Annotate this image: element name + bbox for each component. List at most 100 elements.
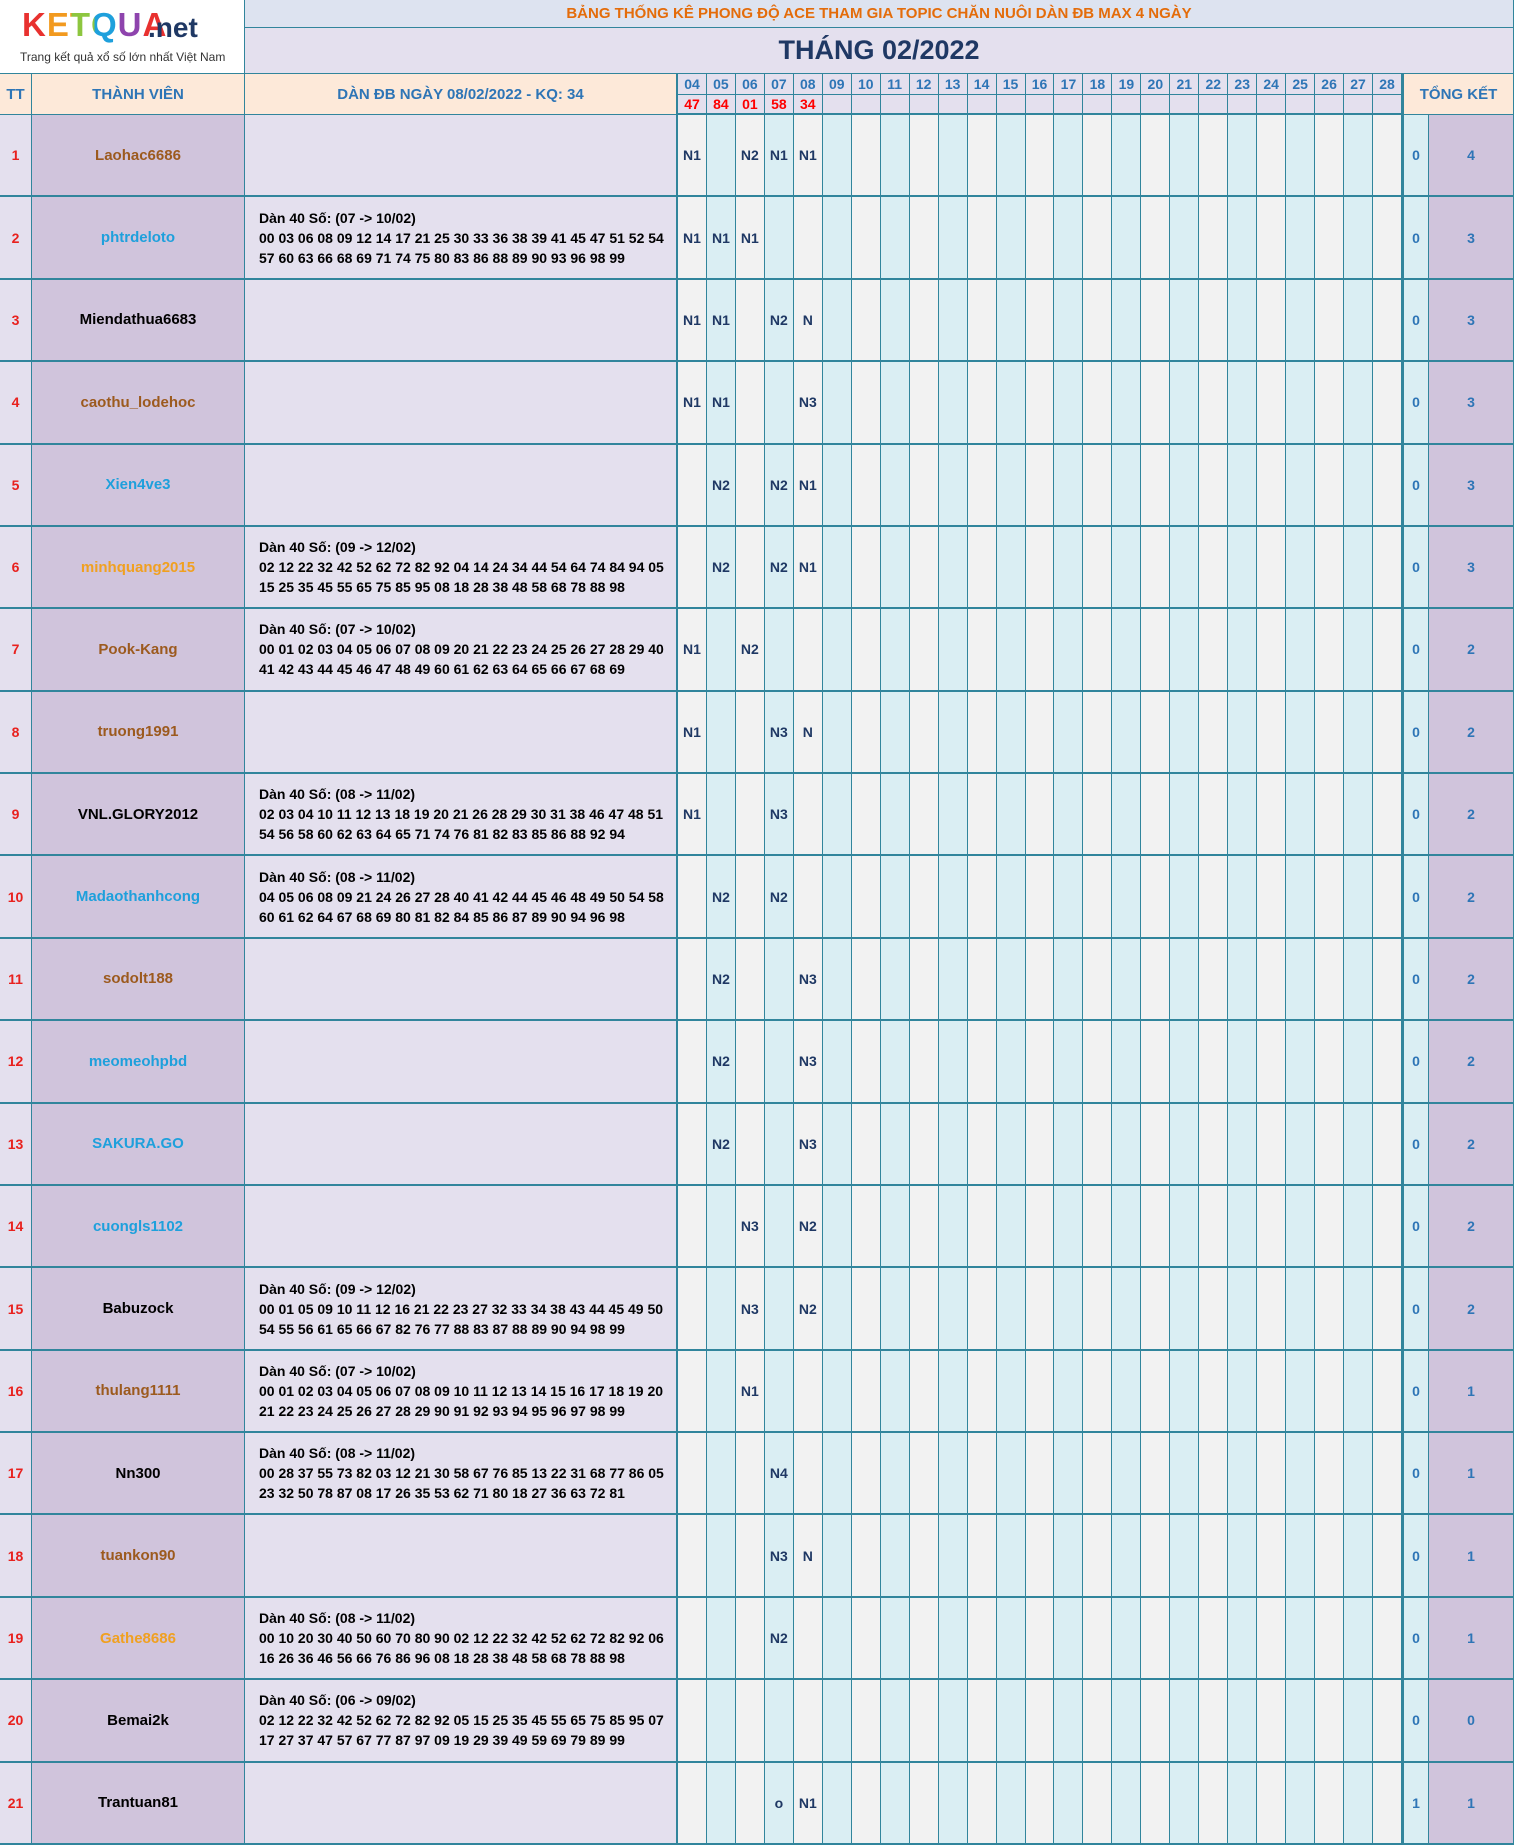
- day-cell: [1286, 197, 1316, 280]
- day-cell: [1286, 1268, 1316, 1351]
- day-cell: [851, 1350, 881, 1434]
- day-cell: [851, 691, 881, 775]
- dan-line: Dàn 40 Số: (08 -> 11/02): [259, 1610, 416, 1627]
- day-cell: [822, 1597, 852, 1681]
- day-cell: [1141, 115, 1171, 198]
- day-cell: [1315, 362, 1345, 445]
- day-result: 47: [678, 95, 707, 115]
- day-cell: [938, 774, 968, 857]
- total-count: 2: [1429, 938, 1514, 1022]
- day-cell: [764, 197, 794, 280]
- day-cell: [909, 1680, 939, 1763]
- day-cell: [909, 856, 939, 939]
- dan-cell: [245, 1103, 678, 1186]
- day-cell: [909, 1103, 939, 1186]
- dan-cell: [245, 1515, 678, 1598]
- day-cell: N4: [764, 1433, 794, 1516]
- day-cell: [1054, 774, 1084, 857]
- day-cell: [938, 1268, 968, 1351]
- day-cell: N2: [706, 938, 736, 1022]
- day-result: [1228, 95, 1258, 115]
- day-cell: [1344, 279, 1374, 363]
- day-cell: [1286, 362, 1316, 445]
- dan-cell: [245, 362, 678, 445]
- dan-cell: Dàn 40 Số: (08 -> 11/02) 00 28 37 55 73 8…: [245, 1433, 678, 1516]
- day-cell: [909, 1762, 939, 1845]
- day-cell: [678, 1103, 707, 1186]
- day-cell: [735, 1433, 765, 1516]
- day-cell: [1257, 1597, 1287, 1681]
- day-cell: [1054, 526, 1084, 610]
- day-cell: [909, 444, 939, 527]
- day-cell: [822, 279, 852, 363]
- day-cell: [706, 1762, 736, 1845]
- day-header: 20: [1141, 74, 1171, 95]
- day-cell: [880, 609, 910, 692]
- day-result: [1025, 95, 1055, 115]
- day-cell: [880, 938, 910, 1022]
- dan-line: Dàn 40 Số: (07 -> 10/02): [259, 1362, 416, 1379]
- day-cell: [1373, 1103, 1402, 1186]
- total-hit: 0: [1402, 1433, 1429, 1516]
- day-cell: [967, 362, 997, 445]
- day-cell: [1373, 1433, 1402, 1516]
- row-number: 16: [0, 1350, 32, 1434]
- day-cell: [793, 197, 823, 280]
- day-cell: [678, 1350, 707, 1434]
- day-cell: [967, 1268, 997, 1351]
- total-count: 3: [1429, 279, 1514, 363]
- day-cell: [909, 279, 939, 363]
- day-result: [1257, 95, 1287, 115]
- day-result: 34: [793, 95, 823, 115]
- day-cell: [880, 362, 910, 445]
- day-cell: N3: [735, 1268, 765, 1351]
- day-cell: [1199, 1350, 1229, 1434]
- row-number: 4: [0, 362, 32, 445]
- day-cell: N3: [793, 362, 823, 445]
- day-header: 17: [1054, 74, 1084, 95]
- day-cell: [1199, 856, 1229, 939]
- day-cell: [1373, 1597, 1402, 1681]
- dan-cell: Dàn 40 Số: (07 -> 10/02) 00 01 02 03 04 0…: [245, 609, 678, 692]
- logo-tagline: Trang kết quả xổ số lớn nhất Việt Nam: [20, 50, 226, 64]
- day-cell: [880, 1762, 910, 1845]
- day-cell: [1054, 1185, 1084, 1269]
- day-cell: [1286, 938, 1316, 1022]
- day-cell: [1286, 115, 1316, 198]
- row-number: 9: [0, 774, 32, 857]
- day-cell: [822, 1185, 852, 1269]
- day-cell: [1286, 1185, 1316, 1269]
- total-count: 1: [1429, 1762, 1514, 1845]
- day-cell: [1286, 1597, 1316, 1681]
- day-cell: [678, 1433, 707, 1516]
- day-cell: N1: [678, 774, 707, 857]
- dan-cell: [245, 938, 678, 1022]
- day-header: 10: [851, 74, 881, 95]
- day-header: 13: [938, 74, 968, 95]
- day-cell: [1228, 1680, 1258, 1763]
- total-hit: 0: [1402, 444, 1429, 527]
- day-cell: [851, 362, 881, 445]
- total-count: 2: [1429, 1103, 1514, 1186]
- row-number: 11: [0, 938, 32, 1022]
- day-result: [880, 95, 910, 115]
- day-cell: [996, 1680, 1026, 1763]
- dan-line: 57 60 63 66 68 69 71 74 75 80 83 86 88 8…: [259, 249, 625, 266]
- day-cell: [1025, 1433, 1055, 1516]
- day-cell: [1054, 1103, 1084, 1186]
- dan-cell: [245, 1021, 678, 1104]
- total-count: 2: [1429, 774, 1514, 857]
- day-cell: [1141, 691, 1171, 775]
- day-cell: [1344, 1680, 1374, 1763]
- day-cell: [1373, 526, 1402, 610]
- day-cell: [1025, 774, 1055, 857]
- day-cell: [1315, 526, 1345, 610]
- day-cell: [909, 609, 939, 692]
- day-cell: [706, 1680, 736, 1763]
- day-cell: [1199, 526, 1229, 610]
- day-cell: [1344, 1515, 1374, 1598]
- day-cell: [1373, 1515, 1402, 1598]
- day-cell: [793, 1680, 823, 1763]
- day-cell: [938, 1762, 968, 1845]
- day-cell: [967, 1597, 997, 1681]
